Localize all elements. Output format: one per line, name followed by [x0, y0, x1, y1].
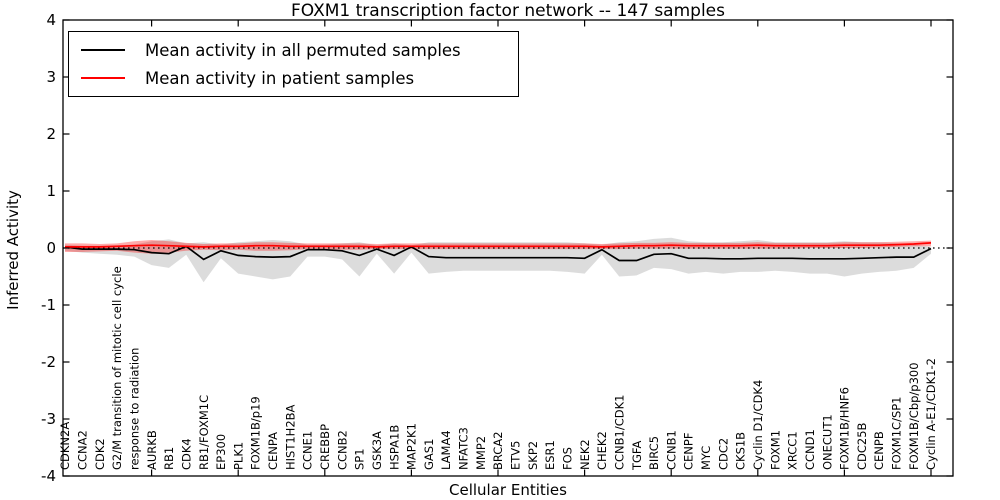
y-tick-label: 2	[46, 125, 56, 143]
x-tick-label: CCNB1/CDK1	[612, 395, 626, 471]
x-tick-label: CDK2	[93, 438, 107, 470]
x-tick-label: NEK2	[578, 439, 592, 470]
x-axis-label: Cellular Entities	[449, 481, 567, 499]
y-tick-label: -1	[41, 296, 56, 314]
x-tick-label: CKS1B	[734, 432, 748, 470]
x-tick-label: RB1	[162, 447, 176, 470]
chart-title: FOXM1 transcription factor network -- 14…	[291, 1, 725, 21]
x-tick-label: FOXM1	[768, 430, 782, 470]
x-tick-label: CCNE1	[301, 431, 315, 470]
x-tick-label: RB1/FOXM1C	[197, 395, 211, 470]
legend-label-patient: Mean activity in patient samples	[145, 68, 415, 88]
y-axis-label: Inferred Activity	[4, 190, 22, 310]
x-tick-label: FOXM1B/p19	[249, 396, 263, 470]
x-tick-label: CDC25B	[855, 422, 869, 470]
x-tick-label: G2/M transition of mitotic cell cycle	[110, 266, 124, 470]
x-tick-label: MAP2K1	[405, 423, 419, 470]
y-tick-label: 0	[46, 239, 56, 257]
x-tick-label: GSK3A	[370, 431, 384, 470]
x-tick-label: FOXM1B/Cbp/p300	[907, 362, 921, 470]
x-tick-label: FOS	[560, 447, 574, 470]
x-tick-label: CDC2	[716, 438, 730, 470]
x-tick-label: AURKB	[145, 430, 159, 470]
x-tick-label: CCNA2	[76, 430, 90, 470]
legend-label-permuted: Mean activity in all permuted samples	[145, 40, 461, 60]
x-tick-label: CDKN2A	[58, 422, 72, 470]
x-tick-label: LAMA4	[439, 430, 453, 470]
x-tick-label: NFATC3	[457, 427, 471, 470]
x-tick-label: CHEK2	[595, 431, 609, 470]
x-tick-label: ONECUT1	[820, 414, 834, 470]
legend-entry-permuted: Mean activity in all permuted samples	[69, 37, 518, 63]
y-tick-label: -4	[41, 467, 56, 485]
x-tick-label: CENPA	[266, 432, 280, 470]
x-tick-label: CCNB1	[664, 430, 678, 470]
permuted-line-swatch	[81, 49, 125, 51]
x-tick-label: HSPA1B	[387, 425, 401, 470]
x-tick-label: FOXM1C/SP1	[890, 396, 904, 470]
y-tick-label: -2	[41, 353, 56, 371]
x-tick-label: CENPF	[682, 433, 696, 470]
x-tick-label: PLK1	[231, 442, 245, 470]
x-tick-label: HIST1H2BA	[283, 404, 297, 470]
y-tick-label: 1	[46, 182, 56, 200]
patient-line-swatch	[81, 77, 125, 79]
x-tick-label: MMP2	[474, 436, 488, 470]
permuted-band	[65, 237, 931, 283]
x-tick-label: ESR1	[543, 440, 557, 470]
x-tick-label: CCND1	[803, 429, 817, 470]
x-tick-label: Cyclin D1/CDK4	[751, 380, 765, 470]
x-tick-label: ETV5	[509, 441, 523, 470]
patient-mean-line	[65, 242, 932, 248]
x-tick-label: MYC	[699, 446, 713, 470]
x-tick-label: CREBBP	[318, 424, 332, 470]
x-tick-label: GAS1	[422, 439, 436, 470]
x-tick-label: EP300	[214, 434, 228, 470]
x-tick-label: CDK4	[179, 438, 193, 470]
x-tick-label: FOXM1B/HNF6	[838, 387, 852, 470]
x-tick-label: CENPB	[872, 431, 886, 470]
y-tick-label: 3	[46, 68, 56, 86]
x-tick-label: TGFA	[630, 441, 644, 471]
permuted-mean-line	[64, 245, 932, 262]
x-tick-label: BIRC5	[647, 436, 661, 470]
y-tick-label: -3	[41, 410, 56, 428]
legend: Mean activity in all permuted samples Me…	[68, 31, 519, 97]
legend-entry-patient: Mean activity in patient samples	[69, 65, 518, 91]
x-tick-label: Cyclin A-E1/CDK1-2	[924, 358, 938, 470]
x-tick-label: BRCA2	[491, 431, 505, 470]
x-tick-label: response to radiation	[127, 348, 141, 470]
x-tick-label: SP1	[353, 448, 367, 470]
y-tick-label: 4	[46, 11, 56, 29]
x-tick-label: CCNB2	[335, 430, 349, 470]
x-tick-label: SKP2	[526, 441, 540, 470]
x-tick-label: XRCC1	[786, 431, 800, 470]
